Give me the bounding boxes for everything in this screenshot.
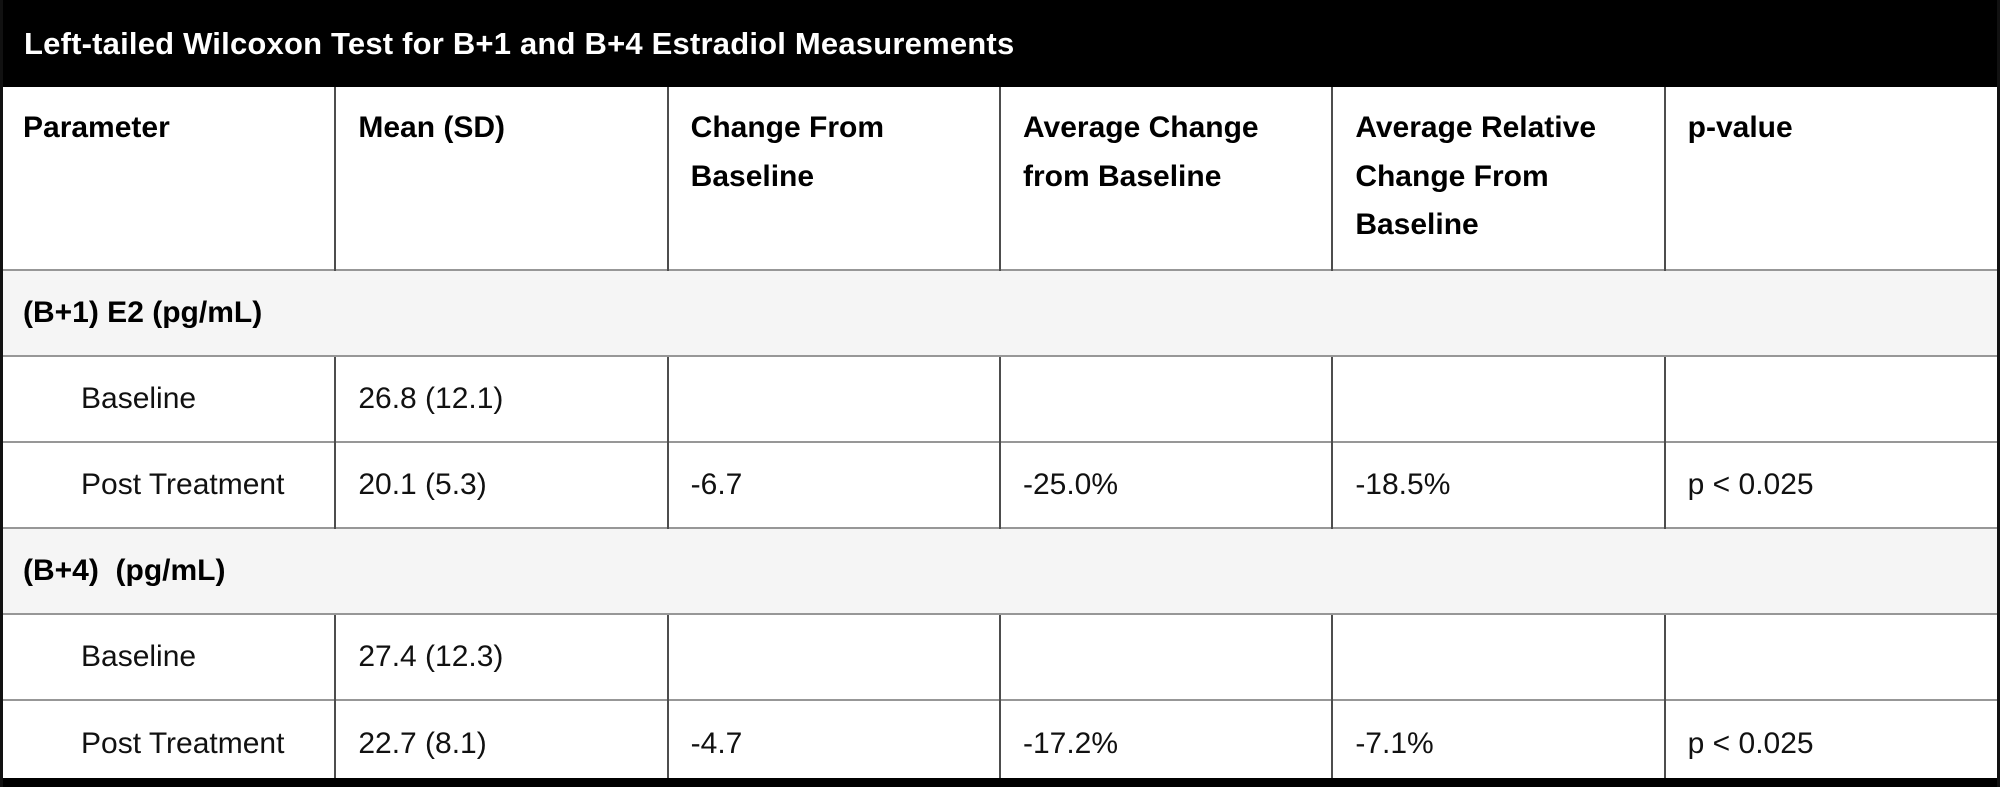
column-header-parameter: Parameter xyxy=(23,111,170,144)
table-title: Left-tailed Wilcoxon Test for B+1 and B+… xyxy=(24,25,1015,61)
cell-mean-sd: 26.8 (12.1) xyxy=(334,355,668,442)
section-header-cell: (B+4) (pg/mL) xyxy=(3,527,1997,614)
section-row-b4: (B+4) (pg/mL) xyxy=(3,527,1997,614)
cell-parameter: Post Treatment xyxy=(3,441,336,528)
cell-parameter: Post Treatment xyxy=(3,699,336,786)
cell-mean-sd: 20.1 (5.3) xyxy=(334,441,668,528)
cell-change-from-baseline: -6.7 xyxy=(666,441,1000,528)
header-row: Parameter Mean (SD) Change From Baseline… xyxy=(3,87,1997,270)
cell-average-relative-change xyxy=(1331,613,1665,700)
column-header-average-change: Average Change from Baseline xyxy=(998,87,1333,270)
cell-change-from-baseline: -4.7 xyxy=(666,699,1000,786)
column-header-mean-sd: Mean (SD) xyxy=(334,87,668,270)
cell-parameter: Baseline xyxy=(3,613,336,700)
cell-average-relative-change: -18.5% xyxy=(1331,441,1665,528)
cell-change-from-baseline xyxy=(666,355,1000,442)
cell-average-relative-change: -7.1% xyxy=(1331,699,1665,786)
section-row-b1: (B+1) E2 (pg/mL) xyxy=(3,269,1997,356)
results-table: Parameter Mean (SD) Change From Baseline… xyxy=(3,87,1997,786)
table-title-bar: Left-tailed Wilcoxon Test for B+1 and B+… xyxy=(3,0,1997,87)
column-header-p-value: p-value xyxy=(1663,87,1997,270)
cell-mean-sd: 27.4 (12.3) xyxy=(334,613,668,700)
cell-parameter: Baseline xyxy=(3,355,336,442)
column-header-average-relative-change: Average Relative Change From Baseline xyxy=(1331,87,1665,270)
section-header-cell: (B+1) E2 (pg/mL) xyxy=(3,269,1997,356)
cell-average-change: -17.2% xyxy=(998,699,1333,786)
cell-mean-sd: 22.7 (8.1) xyxy=(334,699,668,786)
table-bottom-border xyxy=(3,778,1997,787)
table-body: (B+1) E2 (pg/mL) Baseline 26.8 (12.1) Po… xyxy=(3,269,1997,786)
table-row-b4-post-treatment: Post Treatment 22.7 (8.1) -4.7 -17.2% -7… xyxy=(3,699,1997,786)
table-row-b1-post-treatment: Post Treatment 20.1 (5.3) -6.7 -25.0% -1… xyxy=(3,441,1997,528)
cell-average-change xyxy=(998,613,1333,700)
cell-average-relative-change xyxy=(1331,355,1665,442)
cell-p-value xyxy=(1663,355,1997,442)
cell-average-change: -25.0% xyxy=(998,441,1333,528)
table-header: Parameter Mean (SD) Change From Baseline… xyxy=(3,87,1997,270)
table-row-b1-baseline: Baseline 26.8 (12.1) xyxy=(3,355,1997,442)
column-header-change-from-baseline: Change From Baseline xyxy=(666,87,1000,270)
table-row-b4-baseline: Baseline 27.4 (12.3) xyxy=(3,613,1997,700)
cell-p-value: p < 0.025 xyxy=(1663,441,1997,528)
cell-average-change xyxy=(998,355,1333,442)
cell-change-from-baseline xyxy=(666,613,1000,700)
cell-p-value: p < 0.025 xyxy=(1663,699,1997,786)
cell-p-value xyxy=(1663,613,1997,700)
